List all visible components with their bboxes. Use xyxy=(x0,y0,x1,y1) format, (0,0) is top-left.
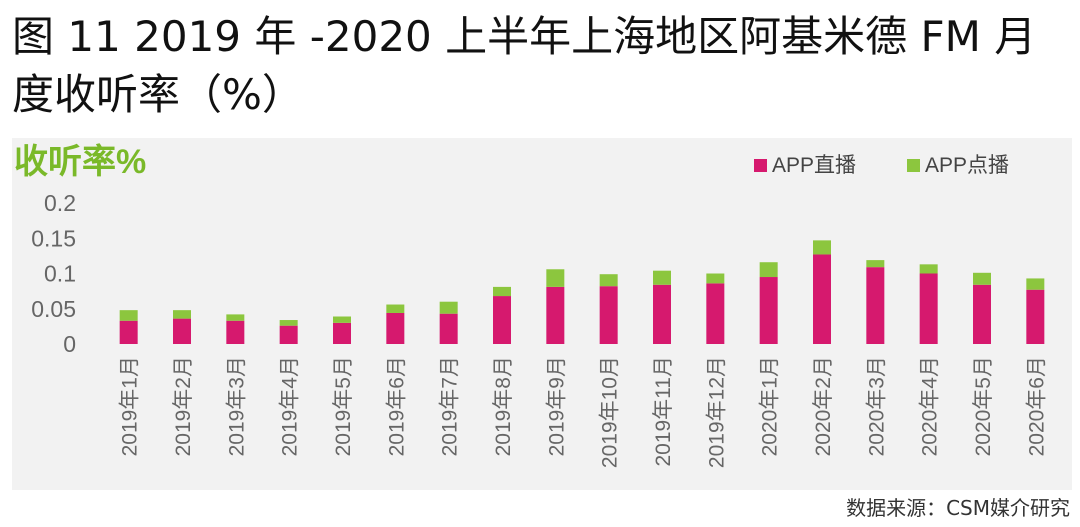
bar-app-live xyxy=(386,312,405,344)
bar-app-live xyxy=(759,277,778,344)
bar-app-ondemand xyxy=(973,272,991,285)
bar-app-live xyxy=(866,267,885,344)
y-axis-label: 收听率% xyxy=(14,143,146,181)
bar-app-live xyxy=(226,320,245,344)
y-tick-label: 0.2 xyxy=(44,190,76,216)
bar-app-ondemand xyxy=(439,301,458,314)
y-tick-label: 0.05 xyxy=(31,296,76,322)
bar-app-ondemand xyxy=(226,314,245,321)
bar-app-ondemand xyxy=(653,270,671,285)
bar-app-live xyxy=(813,254,831,344)
bar-app-live xyxy=(119,320,138,344)
y-tick-label: 0.15 xyxy=(31,225,76,251)
x-tick-label: 2019年10月 xyxy=(599,356,622,468)
bar-app-live xyxy=(706,283,725,344)
x-tick-label: 2019年11月 xyxy=(652,356,675,467)
bar-app-ondemand xyxy=(813,240,831,255)
x-tick-label: 2019年8月 xyxy=(492,356,515,456)
legend-swatch xyxy=(907,159,920,172)
x-tick-label: 2019年9月 xyxy=(545,356,568,456)
x-tick-label: 2019年4月 xyxy=(279,356,302,456)
bar-chart: 收听率% 0.2 0.15 0.1 0.05 0 APP直播 APP点播 2019年1月 2019… xyxy=(14,143,1048,468)
bar-app-ondemand xyxy=(279,320,298,326)
bar-app-live xyxy=(919,273,938,344)
bar-app-live xyxy=(653,284,671,344)
bar-app-ondemand xyxy=(119,310,138,321)
bar-app-live xyxy=(333,322,351,344)
x-tick-label: 2019年1月 xyxy=(119,356,142,456)
bar-app-live xyxy=(173,318,191,344)
x-tick-label: 2019年2月 xyxy=(172,356,195,456)
chart-panel: 收听率% 0.2 0.15 0.1 0.05 0 APP直播 APP点播 2019年1月 2019… xyxy=(12,138,1072,490)
legend-swatch xyxy=(754,159,767,172)
x-tick-label: 2020年1月 xyxy=(759,356,782,456)
bar-app-ondemand xyxy=(866,260,885,268)
bar-app-ondemand xyxy=(386,304,405,313)
x-tick-label: 2020年5月 xyxy=(972,356,995,456)
x-tick-label: 2019年3月 xyxy=(225,356,248,456)
bar-app-ondemand xyxy=(493,286,511,297)
x-tick-label: 2020年4月 xyxy=(919,356,942,456)
bar-app-live xyxy=(279,325,298,344)
x-tick-label: 2019年7月 xyxy=(439,356,462,456)
x-tick-label: 2020年6月 xyxy=(1025,356,1048,456)
y-tick-label: 0.1 xyxy=(44,261,76,287)
x-tick-label: 2019年5月 xyxy=(332,356,355,456)
bar-app-ondemand xyxy=(1026,278,1045,290)
source-note: 数据来源：CSM媒介研究 xyxy=(846,496,1070,520)
x-tick-label: 2019年12月 xyxy=(705,356,728,468)
bar-app-live xyxy=(1026,289,1045,344)
bar-app-ondemand xyxy=(546,269,565,287)
legend-label: APP点播 xyxy=(925,154,1009,177)
bar-app-ondemand xyxy=(759,262,778,278)
bar-app-ondemand xyxy=(599,274,618,287)
legend-label: APP直播 xyxy=(772,154,856,177)
bar-app-ondemand xyxy=(706,273,725,284)
bar-app-live xyxy=(439,313,458,344)
bar-app-live xyxy=(493,296,511,344)
x-tick-label: 2019年6月 xyxy=(385,356,408,456)
bar-app-ondemand xyxy=(173,310,191,319)
bar-app-live xyxy=(546,286,565,344)
y-tick-label: 0 xyxy=(63,331,76,357)
bar-app-live xyxy=(599,286,618,344)
x-tick-label: 2020年2月 xyxy=(812,356,835,456)
figure-title: 图 11 2019 年 -2020 上半年上海地区阿基米德 FM 月度收听率（%… xyxy=(12,12,1037,119)
bar-app-ondemand xyxy=(919,264,938,274)
bar-app-ondemand xyxy=(333,316,351,323)
x-tick-label: 2020年3月 xyxy=(865,356,888,456)
bar-app-live xyxy=(973,284,991,344)
